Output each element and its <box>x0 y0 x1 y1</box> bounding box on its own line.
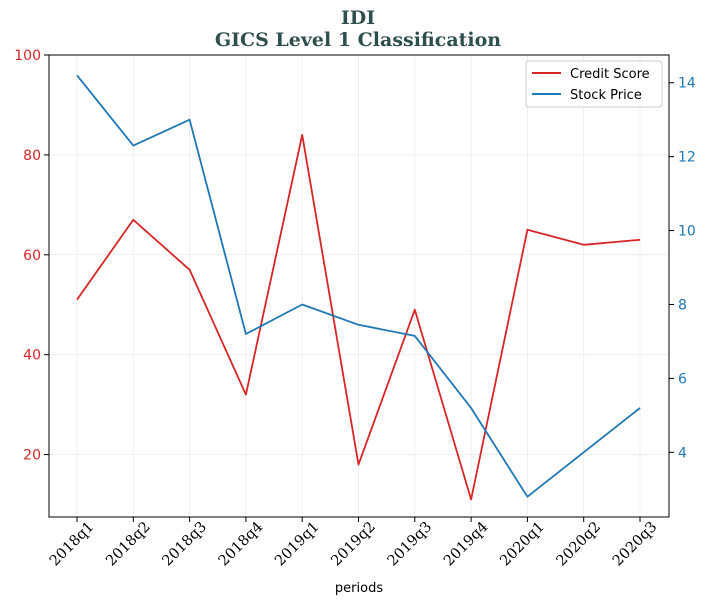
y-right-tick-label: 4 <box>678 445 687 461</box>
axis-ticks: 2018q1 2018q2 2018q3 2018q4 2019q1 2019q2 2019… <box>14 48 696 569</box>
series-line-stock-price <box>76 74 641 498</box>
y-right-tick-label: 12 <box>678 150 696 166</box>
legend: Credit Score Stock Price <box>525 60 663 108</box>
y-right-tick-label: 10 <box>678 224 696 240</box>
x-tick-label: 2019q2 <box>328 519 379 570</box>
y-left-tick-label: 40 <box>23 348 41 364</box>
y-left-tick-label: 60 <box>23 248 41 264</box>
y-right-tick-label: 6 <box>678 371 687 387</box>
grid <box>49 54 669 517</box>
y-left-tick-label: 20 <box>23 448 41 464</box>
y-right-tick-label: 14 <box>678 76 696 92</box>
x-tick-label: 2018q4 <box>216 519 267 570</box>
y-right-tick-label: 8 <box>678 297 687 313</box>
x-tick-label: 2020q1 <box>497 519 548 570</box>
x-tick-label: 2020q3 <box>610 519 661 570</box>
y-left-tick-label: 100 <box>14 48 41 64</box>
chart-title: IDI <box>341 7 375 29</box>
x-tick-label: 2019q3 <box>385 519 436 570</box>
x-tick-label: 2018q3 <box>160 519 211 570</box>
x-tick-label: 2019q4 <box>441 519 492 570</box>
x-tick-label: 2018q1 <box>47 519 98 570</box>
x-tick-label: 2018q2 <box>103 519 154 570</box>
x-axis-label: periods <box>335 581 383 596</box>
chart-subtitle: GICS Level 1 Classification <box>215 29 501 51</box>
series-line-credit-score <box>76 133 641 501</box>
legend-label-credit-score: Credit Score <box>570 67 650 82</box>
x-tick-label: 2019q1 <box>272 519 323 570</box>
y-left-tick-label: 80 <box>23 148 41 164</box>
x-tick-label: 2020q2 <box>554 519 605 570</box>
plot-frame <box>48 54 670 518</box>
series-lines <box>76 74 641 501</box>
legend-label-stock-price: Stock Price <box>570 88 642 103</box>
